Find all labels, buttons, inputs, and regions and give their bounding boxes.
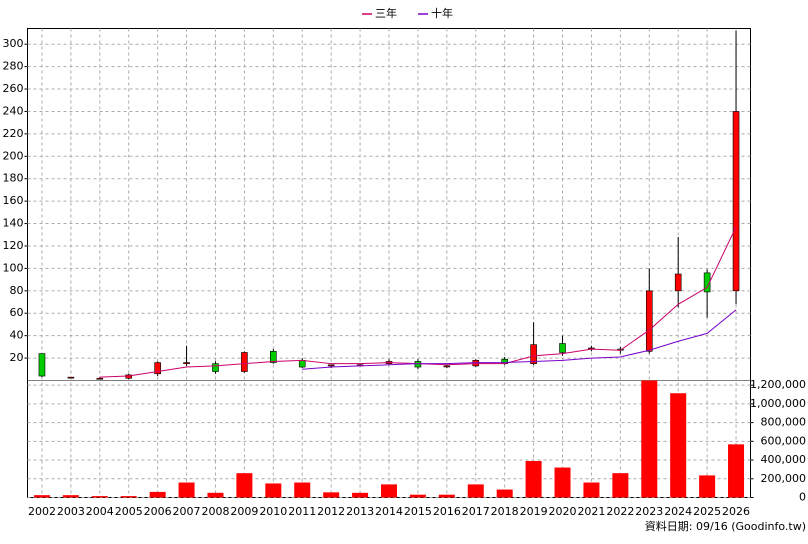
candle-body	[241, 352, 248, 372]
x-tick-label: 2022	[606, 505, 634, 518]
volume-bar	[525, 460, 542, 498]
x-tick-label: 2010	[259, 505, 287, 518]
volume-bar	[438, 494, 455, 498]
y-tick-label: 60	[10, 306, 24, 319]
y-tick-label: 140	[3, 217, 24, 230]
volume-bar	[91, 496, 108, 498]
y-tick-label: 100	[3, 261, 24, 274]
volume-bar	[294, 482, 311, 498]
x-tick-label: 2017	[462, 505, 490, 518]
x-tick-label: 2003	[57, 505, 85, 518]
y-tick-label: 20	[10, 351, 24, 364]
x-tick-label: 2023	[635, 505, 663, 518]
volume-bar	[149, 491, 166, 498]
y-tick-label: 180	[3, 172, 24, 185]
source-note: 資料日期: 09/16 (Goodinfo.tw)	[645, 519, 806, 533]
candle-body	[327, 364, 335, 367]
volume-bar	[236, 473, 253, 498]
volume-bar	[641, 380, 658, 498]
x-tick-label: 2005	[115, 505, 143, 518]
volume-bar	[265, 483, 282, 498]
candle-body	[443, 365, 451, 368]
x-tick-label: 2007	[173, 505, 201, 518]
candle-body	[67, 376, 75, 379]
x-tick-label: 2020	[549, 505, 577, 518]
y-tick-label: 40	[10, 329, 24, 342]
legend-label: 十年	[431, 6, 453, 20]
y-tick-label: 240	[3, 104, 24, 117]
x-tick-label: 2015	[404, 505, 432, 518]
y-tick-label: 200	[3, 149, 24, 162]
volume-bar	[381, 484, 397, 498]
y-tick-label: 260	[3, 82, 24, 95]
candle-body	[732, 111, 740, 292]
candle-body	[703, 272, 711, 293]
x-tick-label: 2008	[201, 505, 229, 518]
y2-tick-label: 800,000	[761, 416, 807, 429]
y-tick-label: 300	[3, 37, 24, 50]
x-tick-label: 2012	[317, 505, 345, 518]
candle-body	[212, 363, 219, 372]
volume-bar	[728, 444, 745, 498]
y-tick-label: 80	[10, 284, 24, 297]
volume-bar	[207, 492, 224, 498]
candle-body	[183, 362, 190, 364]
legend-label: 三年	[375, 6, 397, 20]
candle-body	[674, 273, 682, 292]
y2-tick-label: 400,000	[761, 453, 807, 466]
volume-bar	[554, 467, 571, 498]
volume-bar	[670, 393, 687, 498]
x-tick-label: 2016	[433, 505, 461, 518]
x-tick-label: 2002	[28, 505, 56, 518]
candle-body	[530, 344, 537, 364]
y-tick-label: 280	[3, 60, 24, 73]
y2-tick-label: 600,000	[761, 434, 807, 447]
y-tick-label: 220	[3, 127, 24, 140]
x-tick-label: 2026	[722, 505, 750, 518]
y2-tick-label: 0	[799, 491, 806, 504]
volume-bar	[409, 494, 426, 498]
y-tick-label: 120	[3, 239, 24, 252]
candle-body	[38, 353, 46, 377]
volume-bar	[120, 496, 137, 498]
y2-tick-label: 1,200,000	[750, 378, 806, 391]
candle-body	[96, 377, 104, 380]
volume-bar	[178, 482, 195, 498]
volume-bar	[467, 484, 484, 498]
x-tick-label: 2006	[144, 505, 172, 518]
candle-body	[154, 362, 161, 375]
y2-tick-label: 200,000	[761, 472, 807, 485]
volume-bar	[62, 495, 79, 498]
y-tick-label: 160	[3, 194, 24, 207]
x-tick-label: 2014	[375, 505, 403, 518]
volume-bar	[699, 475, 716, 498]
y2-tick-label: 1,000,000	[750, 397, 806, 410]
x-tick-label: 2019	[520, 505, 548, 518]
x-tick-label: 2009	[230, 505, 258, 518]
volume-bar	[323, 492, 340, 498]
x-tick-label: 2004	[86, 505, 114, 518]
candle-body	[559, 343, 566, 353]
candle-body	[298, 360, 306, 368]
ma-line	[302, 309, 737, 370]
volume-bar	[496, 489, 513, 498]
volume-bar	[33, 495, 50, 498]
candle-body	[270, 351, 277, 363]
volume-bar	[612, 473, 629, 498]
x-tick-label: 2025	[693, 505, 721, 518]
x-tick-label: 2018	[491, 505, 519, 518]
volume-bar	[352, 492, 369, 498]
x-tick-label: 2011	[288, 505, 316, 518]
volume-bar	[583, 482, 600, 498]
candle-body	[645, 290, 653, 352]
x-tick-label: 2024	[664, 505, 692, 518]
x-tick-label: 2013	[346, 505, 374, 518]
x-tick-label: 2021	[577, 505, 605, 518]
